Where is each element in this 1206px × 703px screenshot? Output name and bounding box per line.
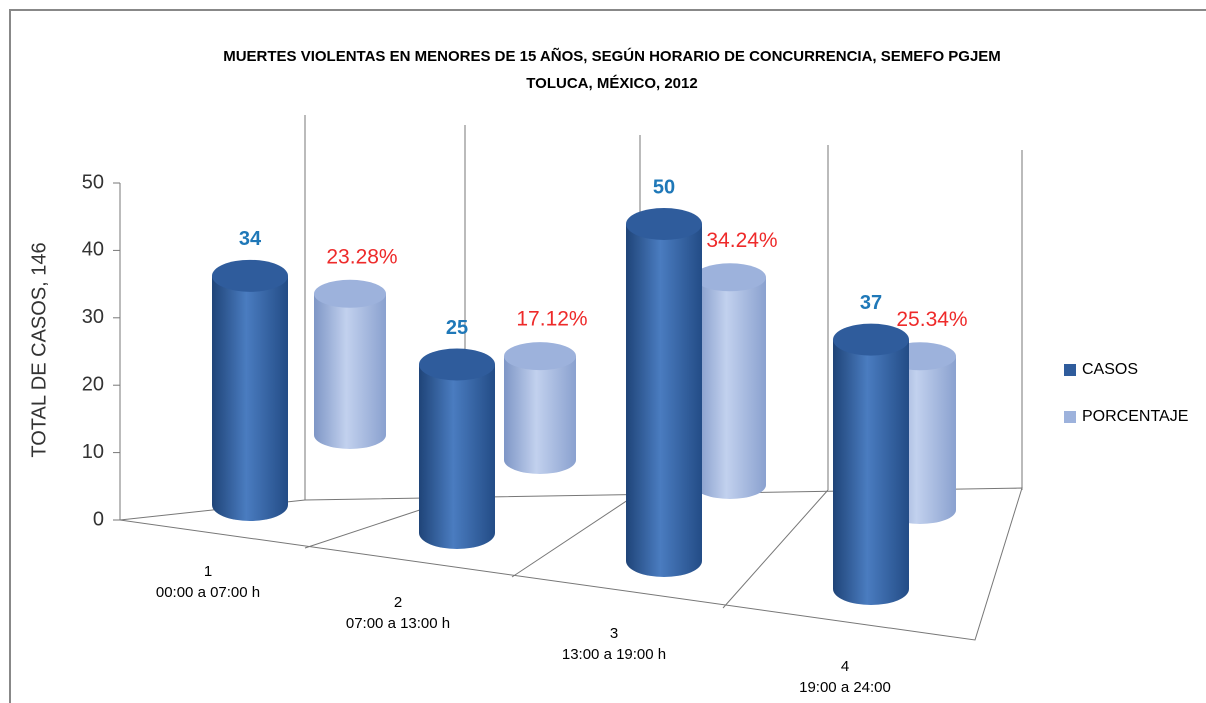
- bar-top: [212, 259, 288, 292]
- bar-top: [626, 208, 702, 240]
- legend-label: PORCENTAJE: [1082, 408, 1188, 425]
- bar: [626, 208, 702, 577]
- bar-top: [504, 342, 576, 371]
- data-label: 17.12%: [516, 308, 587, 331]
- bar-top: [314, 279, 386, 308]
- bar-top: [833, 323, 909, 356]
- bar: [833, 323, 909, 605]
- bar-body: [314, 293, 386, 449]
- y-tick-label: 30: [82, 306, 104, 328]
- frame: [9, 9, 1206, 703]
- legend-label: CASOS: [1082, 361, 1138, 378]
- x-tick-label: 2: [394, 594, 402, 611]
- bar: [314, 279, 386, 449]
- chart-title: MUERTES VIOLENTAS EN MENORES DE 15 AÑOS,…: [223, 47, 1001, 65]
- bar-body: [626, 224, 702, 577]
- data-label: 37: [860, 292, 882, 314]
- y-tick-label: 40: [82, 239, 104, 261]
- x-tick-label: 13:00 a 19:00 h: [562, 646, 666, 663]
- chart-title: TOLUCA, MÉXICO, 2012: [526, 75, 697, 92]
- data-label: 34: [239, 228, 262, 250]
- y-tick-label: 20: [82, 373, 104, 395]
- x-tick-label: 00:00 a 07:00 h: [156, 584, 260, 601]
- data-label: 23.28%: [326, 245, 397, 268]
- legend-swatch: [1064, 411, 1076, 423]
- bar: [419, 348, 495, 549]
- bar: [504, 342, 576, 474]
- bar: [212, 259, 288, 521]
- y-tick-label: 50: [82, 171, 104, 193]
- x-tick-label: 1: [204, 563, 212, 580]
- bar-body: [833, 339, 909, 605]
- y-axis-label: TOTAL DE CASOS, 146: [28, 242, 50, 457]
- bar: [694, 263, 766, 499]
- y-tick-label: 0: [93, 508, 104, 530]
- legend-swatch: [1064, 364, 1076, 376]
- bar-body: [212, 275, 288, 521]
- data-label: 25: [446, 317, 468, 339]
- data-label: 25.34%: [896, 308, 967, 331]
- y-tick-label: 10: [82, 441, 104, 463]
- bar-body: [419, 364, 495, 549]
- data-label: 34.24%: [706, 229, 777, 252]
- bar-top: [694, 263, 766, 292]
- bar-top: [419, 348, 495, 381]
- x-tick-label: 19:00 a 24:00: [799, 679, 891, 696]
- bar-body: [694, 277, 766, 499]
- data-label: 50: [653, 176, 675, 198]
- x-tick-label: 4: [841, 658, 849, 675]
- x-tick-label: 07:00 a 13:00 h: [346, 615, 450, 632]
- x-tick-label: 3: [610, 625, 618, 642]
- bar-body: [504, 356, 576, 474]
